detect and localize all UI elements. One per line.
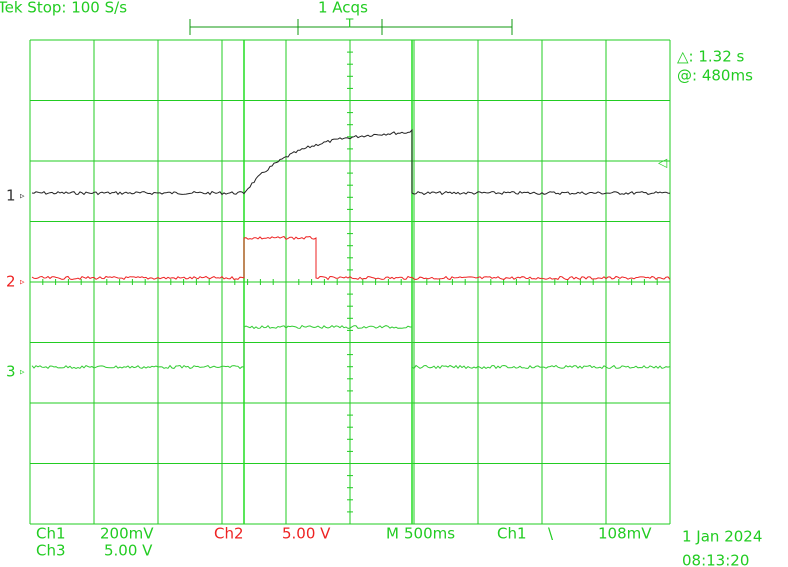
ch1-marker: 1 <box>6 187 16 205</box>
trigger-source: Ch1 <box>497 525 527 543</box>
trigger-level: 108mV <box>598 525 652 543</box>
ch3-arrow: ▹ <box>20 368 25 378</box>
date: 1 Jan 2024 <box>682 528 762 546</box>
ch3-scale: 5.00 V <box>104 542 153 560</box>
ch1-arrow: ▹ <box>20 192 25 202</box>
time: 08:13:20 <box>682 552 749 567</box>
ch2-scale: 5.00 V <box>282 525 331 543</box>
trigger-marker: T <box>345 17 354 31</box>
ch2-marker: 2 <box>6 273 16 291</box>
ch1-trace <box>31 128 671 196</box>
acquisitions: 1 Acqs <box>318 0 368 17</box>
ch2-label: Ch2 <box>214 525 244 543</box>
ch2-arrow: ▹ <box>20 278 25 288</box>
timebase-label: M <box>386 525 399 543</box>
cursor-delta: △: 1.32 s <box>677 48 745 66</box>
trigger-level-marker: ◁ <box>657 156 667 170</box>
ch3-marker: 3 <box>6 363 16 381</box>
timebase-scale: 500ms <box>404 525 455 543</box>
cursor-position: @: 480ms <box>677 67 753 85</box>
ch3-trace <box>31 324 671 370</box>
ch3-label: Ch3 <box>36 542 66 560</box>
ch1-label: Ch1 <box>36 525 66 543</box>
trigger-slope: \ <box>548 525 554 543</box>
ch1-scale: 200mV <box>100 525 154 543</box>
status: Tek Stop: 100 S/s <box>0 0 127 17</box>
trigger-bracket <box>189 19 513 35</box>
ch2-trace <box>31 235 671 281</box>
graticule <box>29 39 671 525</box>
waveforms <box>31 40 671 524</box>
